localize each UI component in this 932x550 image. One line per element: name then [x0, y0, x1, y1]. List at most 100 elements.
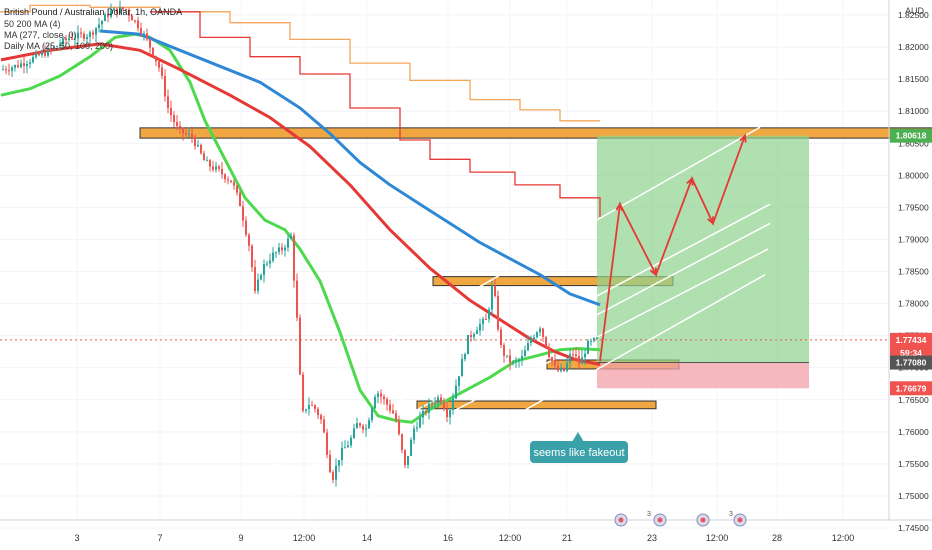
candle-body: [221, 168, 223, 175]
event-flag-dot: [618, 517, 624, 523]
candle-body: [164, 76, 166, 97]
candle-body: [98, 24, 100, 28]
candle-body: [308, 404, 310, 410]
candle-body: [110, 10, 112, 17]
callout-box: [530, 441, 628, 463]
price-tag-box: [890, 381, 932, 396]
candle-body: [566, 362, 568, 372]
candle-body: [500, 329, 502, 346]
candle-body: [149, 39, 151, 48]
channel-line[interactable]: [229, 126, 761, 430]
legend-ma-277[interactable]: MA (277, close, 0): [4, 30, 77, 40]
candle-body: [158, 61, 160, 68]
projection-arrowhead: [649, 267, 657, 277]
candle-body: [296, 280, 298, 318]
symbol-title[interactable]: British Pound / Australian Dollar, 1h, O…: [4, 7, 182, 17]
candle-body: [359, 423, 361, 426]
projection-arrowhead: [707, 216, 714, 226]
time-tick-label: 21: [562, 533, 572, 543]
candle-body: [299, 317, 301, 375]
candle-body: [287, 238, 289, 248]
candle-body: [74, 38, 76, 40]
candle-body: [578, 356, 580, 364]
candle-body: [107, 14, 109, 17]
projection-arrowhead: [739, 133, 747, 143]
candle-body: [212, 166, 214, 170]
candle-body: [530, 339, 532, 344]
candle-body: [185, 133, 187, 135]
candle-body: [218, 166, 220, 169]
candle-body: [326, 432, 328, 455]
price-layer: [2, 0, 598, 487]
price-tag-label: 1.80618: [896, 131, 927, 141]
candle-body: [2, 69, 4, 71]
candle-body: [281, 247, 283, 251]
candle-body: [233, 182, 235, 186]
moving-average-line[interactable]: [0, 32, 601, 424]
moving-average-line[interactable]: [99, 29, 601, 307]
candle-body: [398, 420, 400, 435]
candle-body: [413, 428, 415, 440]
candle-body: [209, 160, 211, 167]
time-tick-label: 12:00: [706, 533, 729, 543]
take-profit-area[interactable]: [597, 135, 809, 363]
position-layer: [0, 135, 889, 389]
candle-body: [116, 8, 118, 14]
projection-path[interactable]: [599, 135, 746, 362]
channel-line[interactable]: [249, 203, 771, 481]
candle-body: [68, 38, 70, 41]
channel-line[interactable]: [309, 274, 766, 532]
candle-body: [371, 408, 373, 421]
legend-daily-ma[interactable]: Daily MA (25, 50, 100, 200): [4, 41, 113, 51]
candle-body: [254, 267, 256, 291]
price-tag-label: 1.77080: [896, 358, 927, 368]
candle-body: [392, 410, 394, 414]
candle-body: [5, 69, 7, 71]
candle-body: [353, 428, 355, 439]
candle-body: [338, 460, 340, 466]
candle-body: [539, 328, 541, 333]
candle-body: [8, 70, 10, 72]
candle-body: [368, 420, 370, 429]
candle-body: [350, 438, 352, 446]
price-tick-label: 1.80000: [898, 170, 929, 180]
candle-body: [473, 334, 475, 338]
candle-body: [557, 365, 559, 371]
projection-arrowhead: [615, 202, 624, 212]
candle-body: [203, 153, 205, 161]
candle-body: [332, 472, 334, 480]
candle-body: [263, 264, 265, 276]
fakeout-callout[interactable]: seems like fakeout: [530, 432, 628, 463]
time-tick-label: 12:00: [293, 533, 316, 543]
candle-body: [494, 285, 496, 296]
time-tick-label: 3: [74, 533, 79, 543]
price-tick-label: 1.79000: [898, 234, 929, 244]
support-resistance-zone[interactable]: [416, 400, 657, 410]
price-tick-label: 1.78000: [898, 299, 929, 309]
candle-body: [41, 52, 43, 56]
candle-body: [269, 260, 271, 264]
projection-layer: [599, 133, 747, 362]
channel-line[interactable]: [269, 248, 769, 507]
candle-body: [188, 133, 190, 135]
candle-body: [383, 396, 385, 400]
candle-body: [497, 295, 499, 330]
time-axis[interactable]: 3 7 9 12:00 14 16 12:00 21 23 12:00 28 12:00: [74, 533, 854, 543]
candle-body: [17, 65, 19, 68]
stop-loss-area[interactable]: [597, 362, 809, 389]
candle-body: [182, 127, 184, 134]
candle-body: [551, 357, 553, 362]
legend-ma-50-200[interactable]: 50 200 MA (4): [4, 19, 61, 29]
candle-body: [167, 96, 169, 108]
price-tag-label: 1.76679: [896, 383, 927, 393]
candle-body: [344, 447, 346, 449]
candle-body: [170, 107, 172, 116]
candle-body: [488, 309, 490, 320]
candle-body: [485, 318, 487, 320]
candle-body: [230, 180, 232, 183]
event-flag-dot: [700, 517, 706, 523]
support-resistance-zone[interactable]: [139, 127, 932, 139]
moving-average-line[interactable]: [0, 42, 601, 366]
